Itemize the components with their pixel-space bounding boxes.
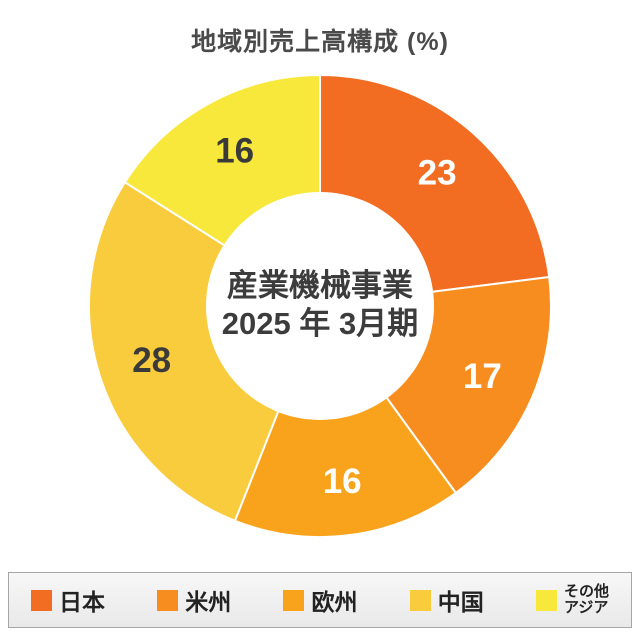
segment-value-label: 28 bbox=[132, 341, 171, 380]
legend-item: 米州 bbox=[157, 583, 231, 617]
legend-swatch-icon bbox=[157, 589, 179, 611]
segment-value-label: 16 bbox=[323, 462, 362, 501]
segment-value-label: 16 bbox=[215, 131, 254, 170]
pie-segment bbox=[88, 181, 321, 522]
legend-item: 日本 bbox=[31, 583, 105, 617]
legend-label: その他 アジア bbox=[563, 582, 609, 616]
legend-item: 欧州 bbox=[283, 583, 357, 617]
legend-swatch-icon bbox=[283, 589, 305, 611]
chart-title: 地域別売上高構成 (%) bbox=[191, 28, 449, 56]
segment-value-label: 17 bbox=[463, 357, 502, 396]
segment-value-label: 23 bbox=[418, 154, 457, 193]
pie-segment bbox=[233, 305, 457, 538]
legend-swatch-icon bbox=[31, 589, 52, 611]
legend-item: 中国 bbox=[409, 583, 484, 617]
legend: 日本 米州 欧州 中国 その他 アジア bbox=[8, 572, 632, 628]
donut-hole bbox=[206, 192, 434, 420]
legend-label: 中国 bbox=[437, 589, 484, 615]
legend-swatch-icon bbox=[409, 589, 431, 611]
legend-label: 欧州 bbox=[311, 589, 358, 615]
legend-label: 日本 bbox=[59, 589, 105, 615]
legend-swatch-icon bbox=[535, 589, 557, 611]
legend-item: その他 アジア bbox=[535, 582, 609, 617]
legend-label: 米州 bbox=[185, 589, 232, 615]
center-label-line1: 産業機械事業 bbox=[227, 268, 413, 303]
center-label-line2: 2025 年 3月期 bbox=[222, 306, 418, 341]
